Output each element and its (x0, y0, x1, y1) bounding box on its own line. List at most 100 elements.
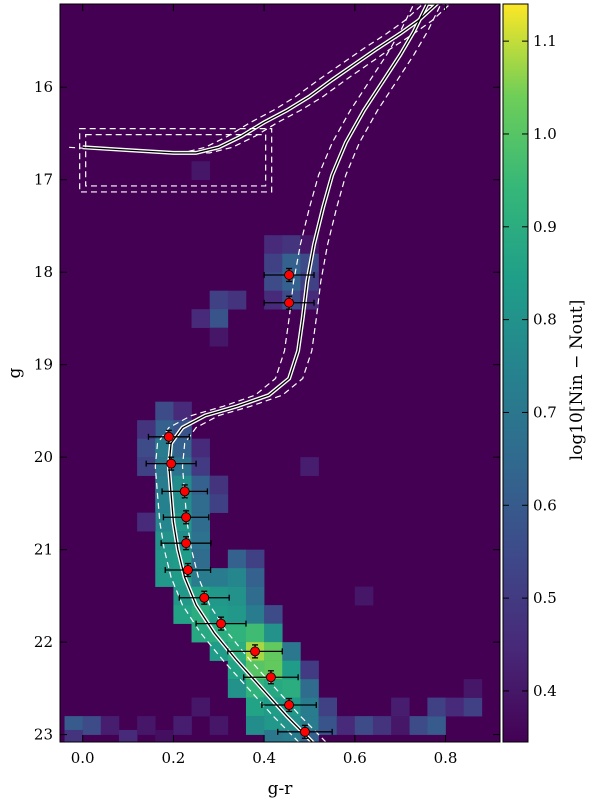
heatmap-cell (155, 494, 174, 513)
heatmap-cell (300, 679, 319, 698)
point-marker (179, 486, 190, 497)
x-axis-label: g-r (268, 779, 294, 799)
heatmap-cell (191, 309, 210, 328)
heatmap-cell (191, 697, 210, 717)
heatmap-cell (264, 253, 283, 273)
heatmap-cell (137, 420, 156, 439)
x-tick-label: 0.2 (161, 749, 185, 767)
point-marker (181, 538, 192, 549)
heatmap-cell (191, 531, 210, 550)
heatmap-cell (191, 438, 210, 458)
heatmap-cell (227, 549, 247, 569)
heatmap-cell (209, 568, 229, 587)
y-tick-label: 18 (34, 263, 53, 281)
heatmap-cell (173, 494, 192, 513)
heatmap-cell (191, 568, 210, 587)
data-point (277, 724, 333, 739)
colorbar-tick-label: 0.8 (533, 311, 557, 329)
data-point (147, 429, 190, 444)
data-point (161, 484, 209, 499)
heatmap-cell (137, 438, 156, 458)
heatmap-cell (173, 716, 192, 735)
heatmap-cell (209, 327, 229, 347)
colorbar-tick-label: 0.7 (533, 403, 557, 421)
heatmap-cell (463, 697, 483, 717)
heatmap-cell (227, 586, 247, 606)
heatmap-cell (282, 253, 301, 273)
isochrone-envelope-left (69, 4, 424, 742)
y-axis-label: g (5, 367, 25, 378)
heatmap-cell (282, 729, 301, 742)
heatmap-cell (82, 716, 102, 735)
point-marker (216, 618, 226, 629)
y-tick-label: 16 (34, 78, 53, 96)
heatmap-cell (227, 605, 247, 624)
y-tick-label: 19 (34, 356, 53, 374)
data-point (227, 644, 283, 659)
x-axis: 0.0 0.2 0.4 0.6 0.8 (71, 4, 458, 767)
heatmap-cell (354, 586, 374, 606)
heatmap-cell (209, 494, 229, 513)
heatmap-cell (173, 605, 192, 624)
heatmap-cell (191, 623, 210, 643)
heatmap-cell (209, 475, 229, 495)
heatmap-cell (209, 309, 229, 328)
x-tick-label: 0.6 (343, 749, 367, 767)
x-tick-label: 0.0 (71, 749, 95, 767)
heatmap-cell (209, 716, 229, 735)
heatmap-cell (155, 549, 174, 569)
heatmap-cell (391, 716, 410, 735)
heatmap-cell (245, 623, 265, 643)
isochrone-envelope-right (96, 4, 451, 742)
heatmap-cell (209, 623, 229, 643)
data-point (164, 562, 212, 578)
heatmap-cell (372, 716, 392, 735)
data-point (261, 697, 317, 713)
heatmap-cell (173, 586, 192, 606)
isochrone-line (82, 4, 438, 742)
plot-frame (59, 3, 501, 743)
heatmap-cell (191, 161, 210, 181)
heatmap-cell (137, 512, 156, 532)
heatmap-cell (209, 586, 229, 606)
heatmap-cell (155, 401, 174, 421)
heatmap-cell (100, 716, 120, 735)
colorbar (502, 3, 529, 743)
heatmap-cell (300, 457, 319, 476)
heatmap-cell (137, 716, 156, 735)
heatmap-cell (336, 716, 356, 735)
heatmap-cell (191, 457, 210, 476)
heatmap-cell (227, 290, 247, 310)
heatmap-cell (264, 605, 283, 624)
colorbar-label: log10[Nin − Nout] (567, 300, 587, 461)
point-marker (181, 512, 192, 523)
data-point (162, 510, 210, 525)
point-marker (166, 458, 177, 469)
point-marker (199, 592, 210, 603)
data-point (263, 267, 315, 283)
y-tick-label: 22 (34, 633, 53, 651)
heatmap-cell (264, 290, 283, 310)
colorbar-ticks: 0.4 0.5 0.6 0.7 0.8 0.9 1.0 1.1 (503, 32, 557, 700)
overlay-layer (69, 4, 451, 742)
y-tick-label: 20 (34, 448, 53, 466)
heatmap-cell (245, 586, 265, 606)
heatmap-cell (191, 475, 210, 495)
x-tick-label: 0.8 (434, 749, 458, 767)
colorbar-tick-label: 1.0 (533, 125, 557, 143)
heatmap-cell (391, 697, 410, 717)
heatmap-cell (282, 642, 301, 661)
data-point (195, 616, 247, 631)
point-marker (284, 270, 294, 280)
heatmap-cell (300, 660, 319, 680)
y-tick-label: 23 (34, 726, 53, 744)
heatmap-cell (245, 568, 265, 587)
data-points-layer (145, 267, 333, 739)
heatmap-cell (282, 660, 301, 680)
heatmap-cell (209, 290, 229, 310)
heatmap-cell (264, 623, 283, 643)
heatmap-cell (445, 697, 465, 717)
heatmap-cell (227, 623, 247, 643)
point-marker (284, 700, 294, 710)
